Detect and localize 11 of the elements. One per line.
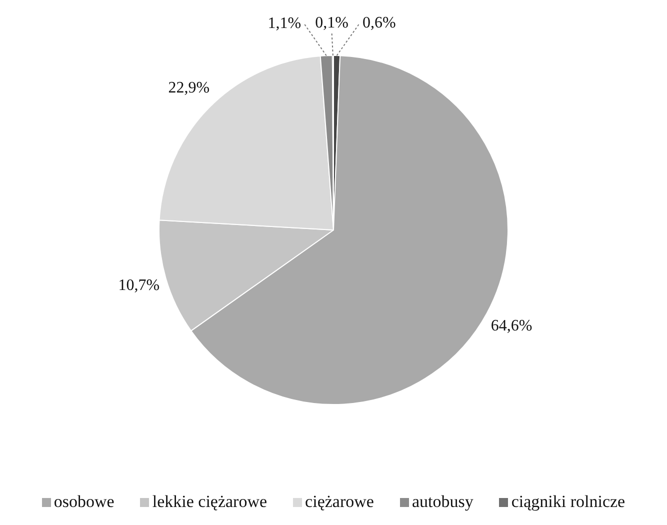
data-label: 64,6% (490, 318, 532, 335)
legend-label: ciągniki rolnicze (511, 492, 626, 512)
data-label: 0,6% (362, 14, 396, 32)
data-label: 0,1% (315, 14, 348, 32)
legend-label: osobowe (54, 492, 114, 512)
legend-label: lekkie ciężarowe (152, 492, 268, 512)
legend-label: ciężarowe (305, 492, 374, 512)
data-label: 10,7% (118, 277, 160, 294)
data-label: 22,9% (168, 79, 210, 96)
data-label: 1,1% (268, 14, 302, 32)
legend-label: autobusy (412, 492, 474, 512)
